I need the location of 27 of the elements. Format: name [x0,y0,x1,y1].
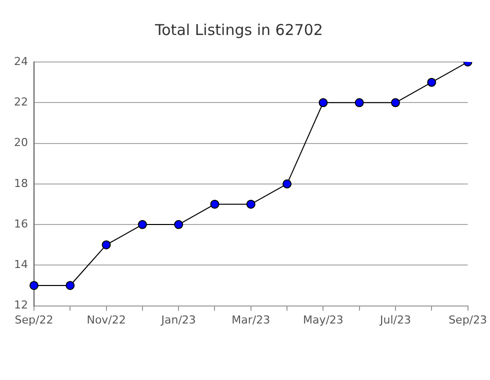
x-tick-label: Mar/23 [232,313,270,326]
y-tick-label: 20 [14,136,28,150]
x-tick-label: May/23 [302,313,344,326]
y-tick-label: 18 [14,176,28,190]
point [66,280,75,290]
x-tick-label: Sep/22 [14,313,54,326]
y-tick-label: 14 [14,258,28,272]
y-tick-label: 24 [14,54,28,68]
y-tick-label: 12 [14,298,28,312]
y-tick-label: 16 [14,217,28,230]
point [390,98,400,108]
point [427,78,436,87]
point [174,220,184,230]
point [318,98,328,108]
point [138,220,147,230]
x-tick-label: Jul/23 [378,313,411,326]
x-tick-label: Jan/23 [160,313,196,326]
point [210,200,220,209]
x-tick-label: Nov/22 [86,313,126,326]
point [29,280,38,290]
point [354,98,364,108]
x-tick-label: Sep/23 [448,313,487,326]
point [282,179,292,188]
chart-title: Total Listings in 62702 [154,20,323,39]
point [102,240,111,250]
point [246,200,256,209]
y-tick-label: 22 [14,95,28,108]
